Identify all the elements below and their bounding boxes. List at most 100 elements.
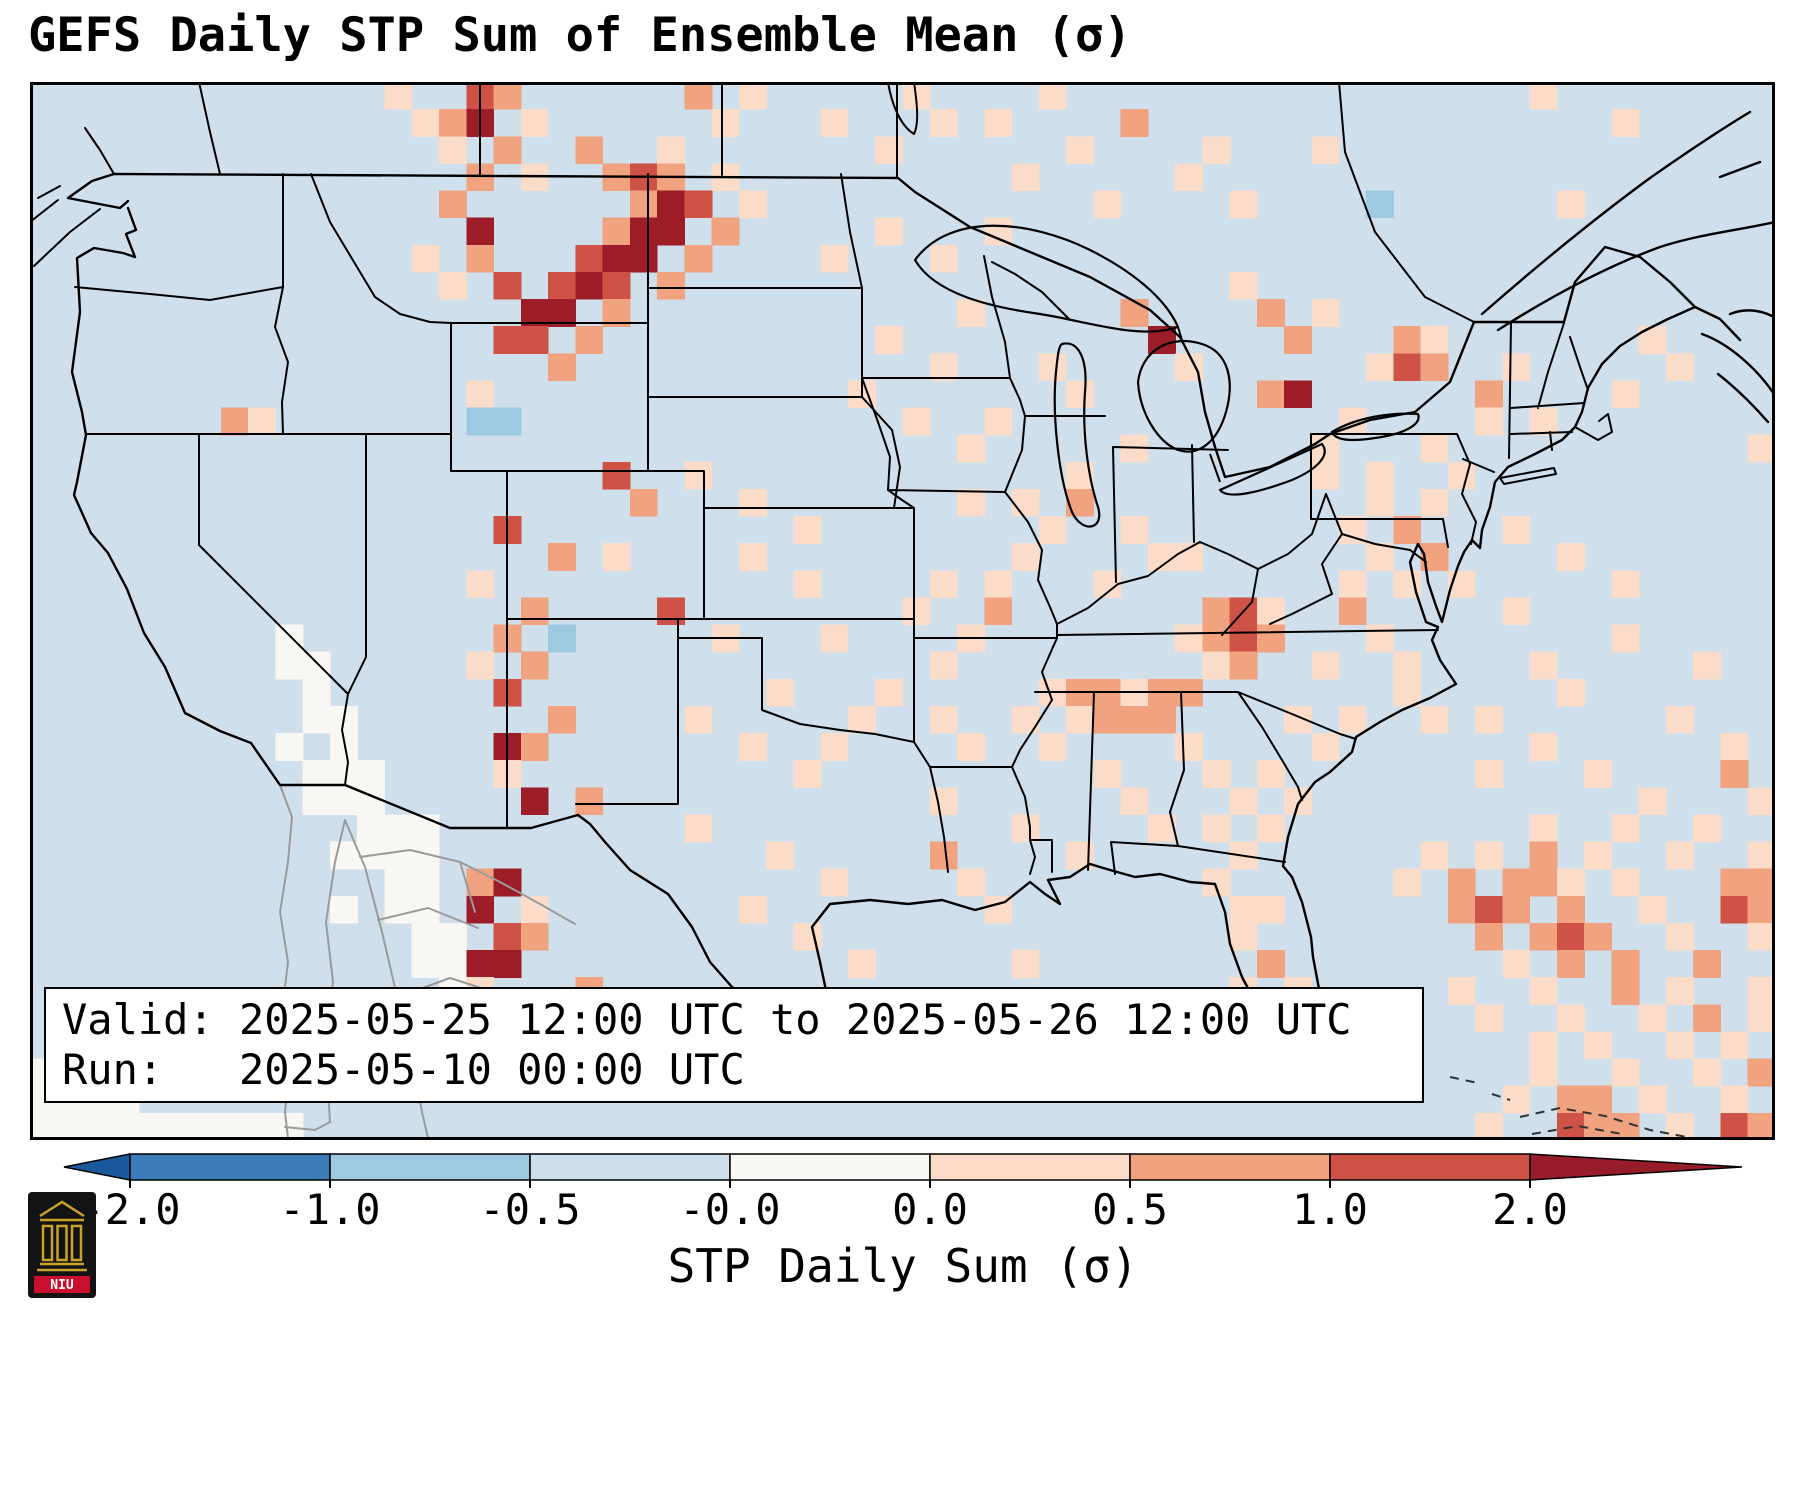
heatmap-cell: [329, 895, 358, 924]
heatmap-cell: [1665, 841, 1694, 870]
heatmap-cell: [602, 217, 631, 246]
heatmap-cell: [766, 678, 795, 707]
heatmap-cell: [902, 597, 931, 626]
colorbar-label: STP Daily Sum (σ): [668, 1239, 1139, 1293]
st-lawrence-river: [1480, 110, 1777, 332]
heatmap-cell: [1447, 461, 1476, 490]
heatmap-cell: [766, 841, 795, 870]
heatmap-cell: [957, 299, 985, 327]
heatmap-cell: [166, 1112, 195, 1141]
heatmap-cell: [657, 597, 685, 626]
heatmap-cell: [1747, 787, 1776, 816]
heatmap-cell: [1011, 488, 1040, 517]
heatmap-cell: [302, 651, 331, 680]
heatmap-cell: [957, 434, 985, 463]
heatmap-cell: [657, 136, 685, 164]
info-box-background: [44, 987, 1424, 1103]
heatmap-cell: [1747, 1112, 1776, 1141]
heatmap-cell: [466, 244, 495, 273]
heatmap-cell: [548, 624, 576, 653]
heatmap-cell: [411, 244, 440, 273]
heatmap-cell: [1338, 597, 1367, 626]
heatmap-cell: [929, 787, 958, 816]
heatmap-cell: [1393, 651, 1422, 680]
heatmap-cell: [1256, 624, 1285, 653]
heatmap-cell: [84, 1112, 113, 1141]
heatmap-cell: [548, 543, 576, 571]
heatmap-cell: [1584, 1112, 1613, 1141]
canada-province-lines: [198, 81, 1475, 323]
colorbar-segments: [129, 1153, 1531, 1181]
heatmap-cell: [929, 570, 958, 599]
colorbar-tick-label: 1.0: [1292, 1185, 1368, 1234]
heatmap-cell: [111, 1112, 140, 1141]
heatmap-cell: [1747, 434, 1776, 463]
heatmap-cell: [575, 326, 604, 354]
heatmap-cell: [957, 733, 985, 761]
heatmap-cell: [1529, 407, 1558, 436]
heatmap-cell: [875, 217, 904, 246]
heatmap-cell: [520, 922, 549, 951]
heatmap-cell: [1066, 488, 1094, 517]
heatmap-cell: [984, 570, 1013, 599]
heatmap-cell: [1202, 597, 1231, 626]
heatmap-cell: [384, 868, 413, 897]
niu-logo: NIU: [28, 1192, 96, 1298]
heatmap-cell: [1447, 895, 1476, 924]
heatmap-cell: [1584, 841, 1613, 870]
heatmap-cell: [1584, 1031, 1613, 1060]
heatmap-cell: [1475, 1004, 1503, 1033]
heatmap-cell: [684, 814, 713, 843]
heatmap-cell: [1556, 922, 1585, 951]
heatmap-cell: [629, 217, 658, 246]
heatmap-cell: [548, 705, 576, 734]
heatmap-cell: [1338, 570, 1367, 599]
heatmap-cell: [847, 705, 876, 734]
heatmap-cell: [984, 407, 1013, 436]
mexico-state-lines: [359, 849, 576, 998]
map-border: [30, 82, 1775, 1140]
heatmap-cell: [984, 217, 1013, 246]
heatmap-cell: [1038, 353, 1067, 382]
heatmap-cell: [302, 787, 331, 816]
heatmap-cell: [738, 733, 767, 761]
heatmap-cell: [1584, 922, 1613, 951]
heatmap-cell: [1202, 814, 1231, 843]
heatmap-cell: [1256, 950, 1285, 978]
heatmap-cell: [820, 733, 849, 761]
heatmap-cell: [520, 597, 549, 626]
heatmap-cell: [1229, 624, 1258, 653]
heatmap-cell: [1529, 733, 1558, 761]
heatmap-cell: [1747, 868, 1776, 897]
heatmap-cell: [520, 326, 549, 354]
heatmap-cell: [929, 705, 958, 734]
heatmap-cell: [1147, 705, 1176, 734]
heatmap-cell: [875, 678, 904, 707]
heatmap-cell: [1720, 1031, 1749, 1060]
heatmap-cell: [493, 922, 522, 951]
colorbar-segment: [129, 1153, 331, 1181]
heatmap-cell: [847, 950, 876, 978]
heatmap-cell: [1529, 922, 1558, 951]
heatmap-cell: [466, 407, 495, 436]
heatmap-cell: [1284, 326, 1313, 354]
heatmap-cell: [493, 271, 522, 300]
heatmap-cell: [411, 109, 440, 137]
heatmap-cell: [1556, 190, 1585, 219]
heatmap-cell: [711, 217, 740, 246]
colorbar-tick-label: 0.5: [1092, 1185, 1168, 1234]
colorbar-tick-label: -0.5: [479, 1185, 580, 1234]
heatmap-cell: [1120, 516, 1149, 544]
heatmap-cell: [1311, 651, 1340, 680]
heatmap-cell: [1747, 895, 1776, 924]
heatmap-cell: [1475, 1112, 1503, 1141]
heatmap-cell: [957, 488, 985, 517]
heatmap-cell: [1447, 977, 1476, 1005]
heatmap-cell: [493, 326, 522, 354]
heatmap-cell: [929, 651, 958, 680]
heatmap-cell: [1256, 380, 1285, 409]
colorbar-extend-high-arrow: [1529, 1153, 1743, 1181]
heatmap-cell: [357, 814, 386, 843]
heatmap-cell: [411, 868, 440, 897]
niu-logo-text: NIU: [50, 1278, 74, 1293]
